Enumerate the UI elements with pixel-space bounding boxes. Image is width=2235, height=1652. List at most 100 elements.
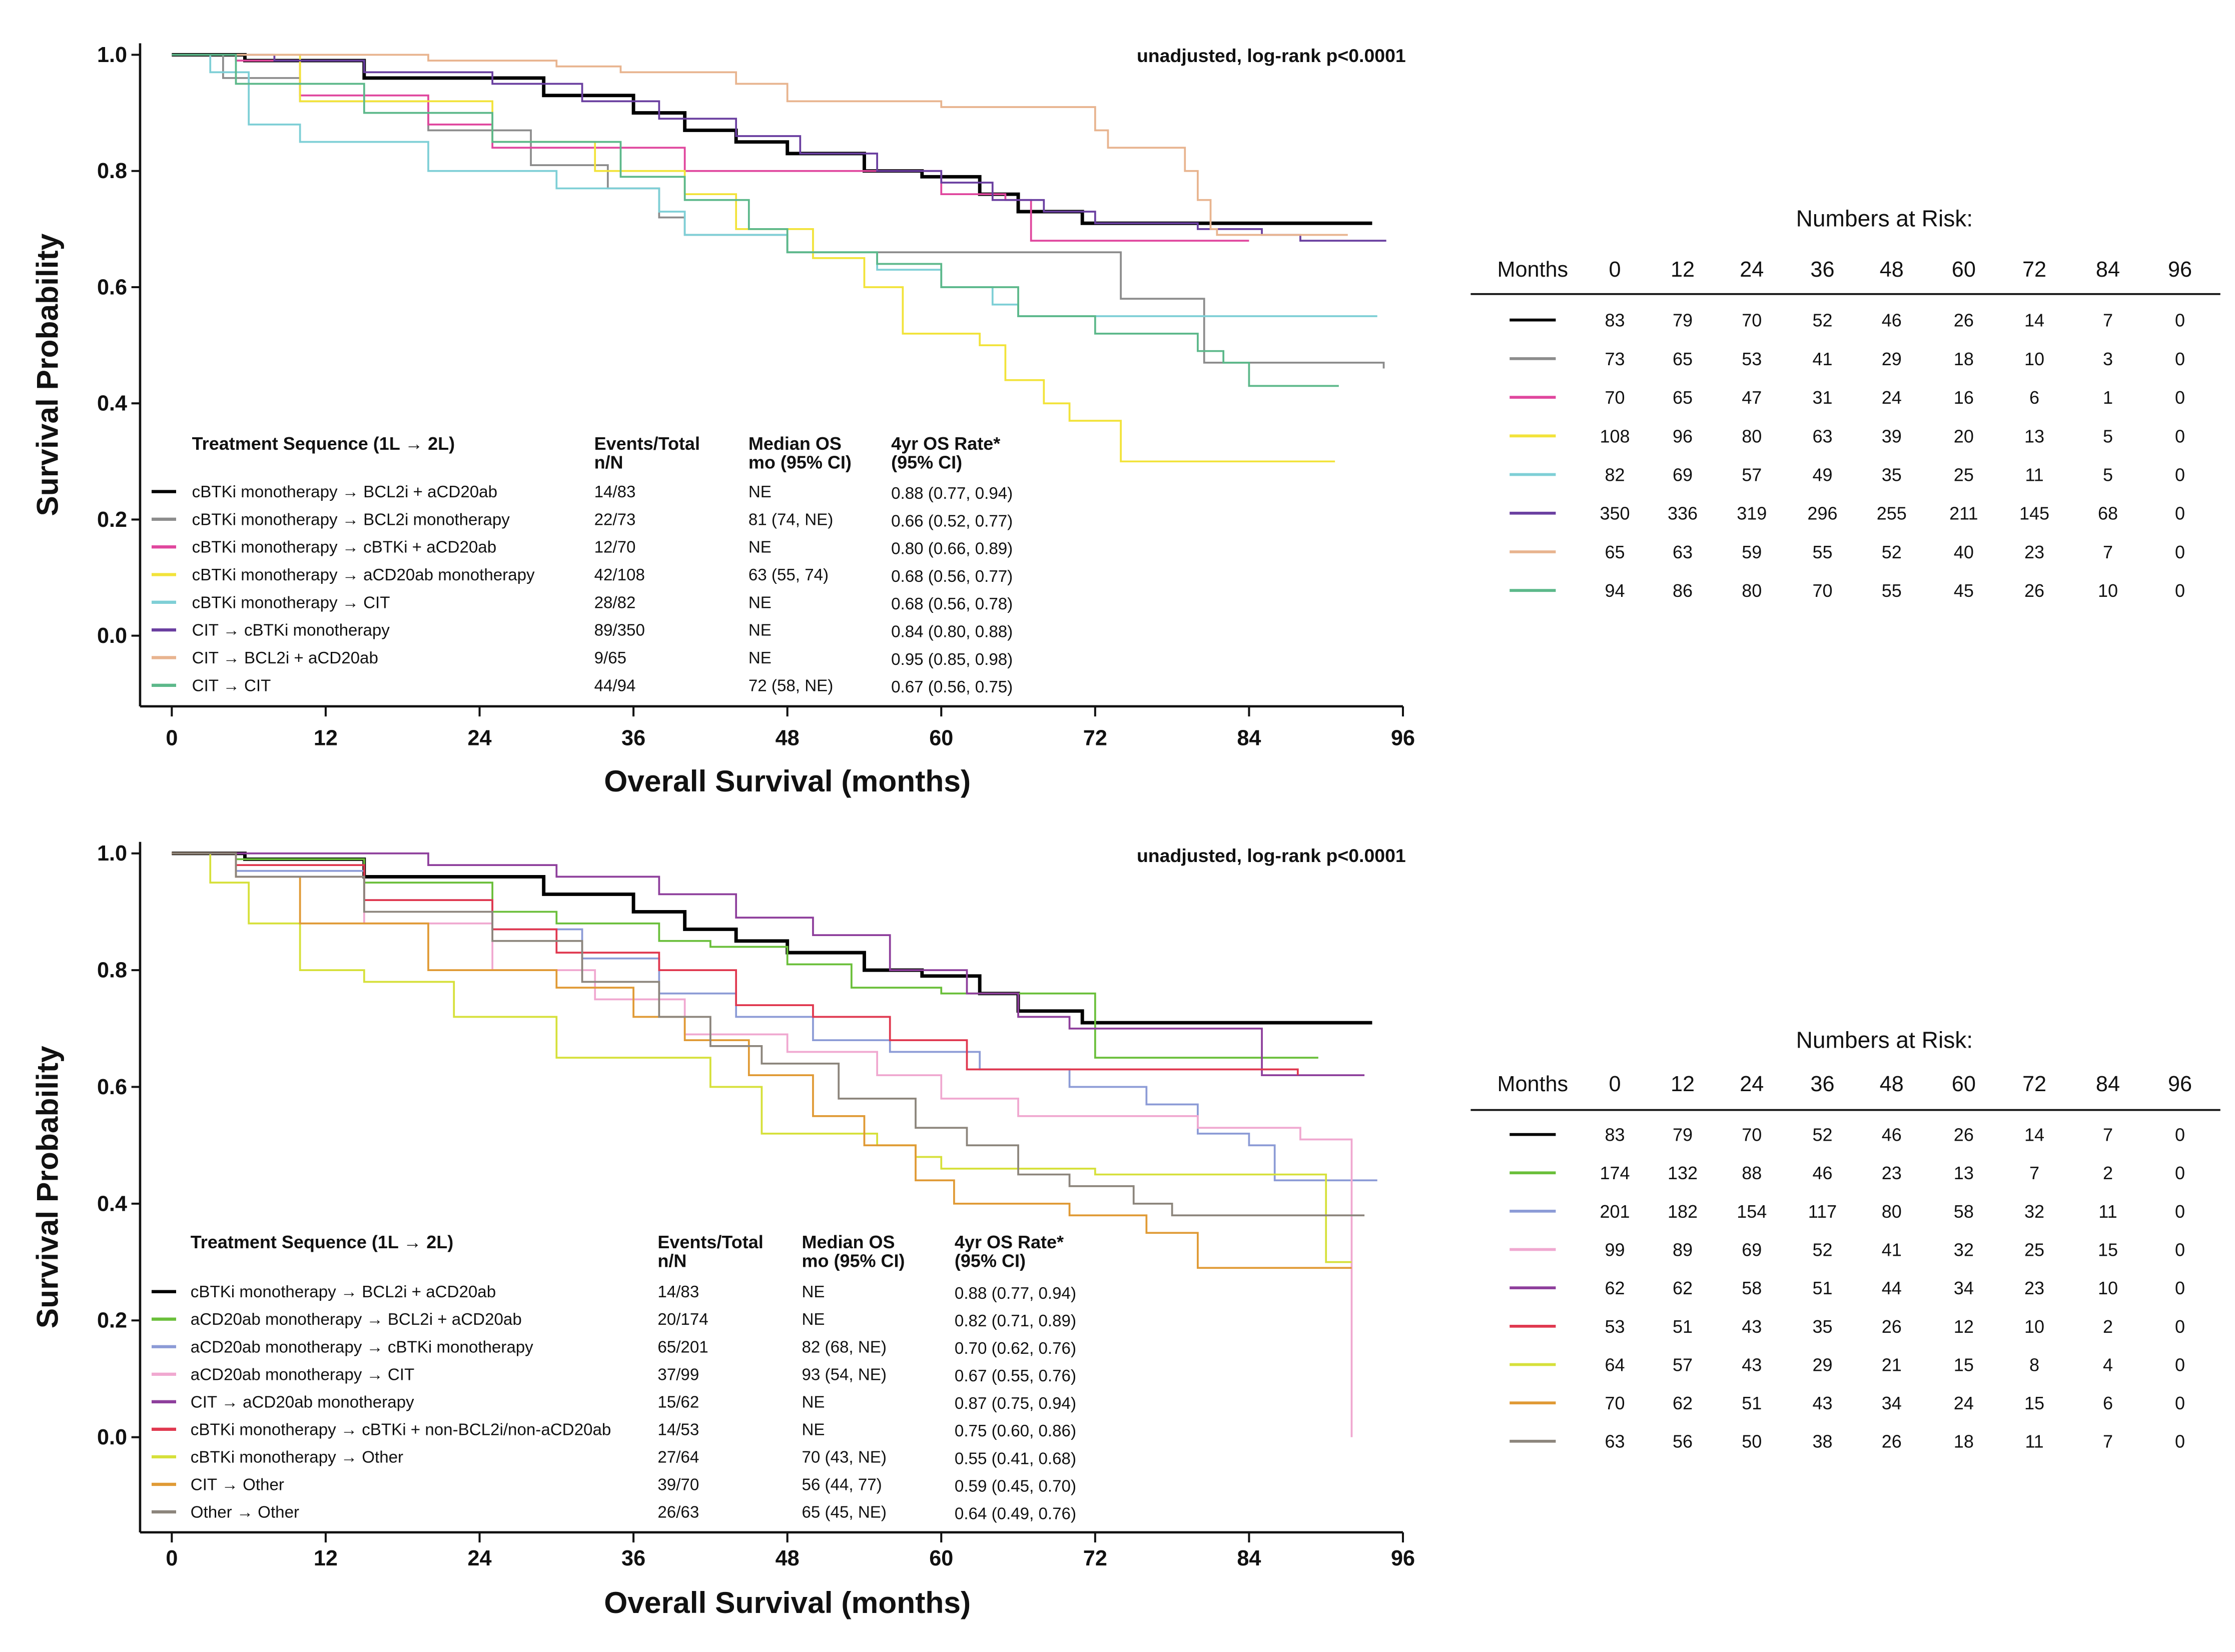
legend-median-os: 93 (54, NE): [802, 1365, 886, 1384]
legend-median-os: NE: [749, 483, 772, 501]
risk-count: 18: [1954, 349, 1974, 369]
risk-count: 7: [2103, 1431, 2113, 1452]
legend-events: 39/70: [657, 1475, 699, 1494]
legend-sequence-name: cBTKi monotherapy → cBTKi + aCD20ab: [192, 538, 496, 557]
risk-count: 51: [1812, 1278, 1832, 1298]
y-tick-label: 0.0: [97, 1425, 127, 1449]
legend-median-os: 63 (55, 74): [749, 566, 829, 584]
legend-header-rate: 4yr OS Rate*: [955, 1232, 1064, 1252]
x-tick-label: 24: [467, 1546, 491, 1570]
risk-count: 65: [1673, 349, 1693, 369]
risk-count: 10: [2098, 580, 2118, 601]
risk-table-month-header: 60: [1952, 1072, 1976, 1096]
risk-count: 45: [1954, 580, 1974, 601]
y-axis-title: Survival Probability: [31, 233, 65, 516]
risk-table-month-header: 72: [2022, 1072, 2046, 1096]
risk-count: 73: [1605, 349, 1625, 369]
risk-count: 0: [2175, 310, 2185, 331]
x-tick-label: 0: [166, 726, 178, 750]
risk-count: 20: [1954, 426, 1974, 446]
risk-count: 14: [2024, 310, 2044, 331]
risk-count: 15: [2024, 1393, 2044, 1413]
risk-count: 29: [1882, 349, 1902, 369]
risk-count: 15: [1954, 1354, 1974, 1375]
risk-count: 35: [1882, 464, 1902, 485]
y-tick-label: 0.4: [97, 392, 127, 416]
legend-4yr-os-rate: 0.68 (0.56, 0.77): [891, 567, 1013, 586]
risk-count: 7: [2103, 542, 2113, 562]
risk-count: 7: [2103, 310, 2113, 331]
risk-count: 82: [1605, 464, 1625, 485]
risk-count: 350: [1600, 503, 1630, 524]
risk-count: 336: [1668, 503, 1698, 524]
legend-median-os: 81 (74, NE): [749, 510, 833, 529]
risk-count: 0: [2175, 464, 2185, 485]
legend-header-events-sub: n/N: [657, 1251, 686, 1271]
risk-count: 70: [1605, 1393, 1625, 1413]
risk-count: 11: [2025, 464, 2043, 485]
risk-count: 0: [2175, 1354, 2185, 1375]
risk-count: 47: [1742, 387, 1762, 408]
risk-count: 174: [1600, 1163, 1630, 1183]
risk-count: 56: [1673, 1431, 1693, 1452]
legend-median-os: 82 (68, NE): [802, 1338, 886, 1356]
x-tick-label: 72: [1083, 1546, 1107, 1570]
legend-events: 42/108: [594, 566, 645, 584]
risk-table-month-header: 36: [1810, 1072, 1834, 1096]
x-tick-label: 24: [467, 726, 491, 750]
risk-count: 39: [1882, 426, 1902, 446]
legend-events: 20/174: [657, 1310, 708, 1329]
risk-count: 83: [1605, 1125, 1625, 1145]
risk-count: 0: [2175, 503, 2185, 524]
legend-events: 14/53: [657, 1420, 699, 1439]
risk-count: 10: [2024, 349, 2044, 369]
legend-median-os: 65 (45, NE): [802, 1503, 886, 1521]
legend-events: 12/70: [594, 538, 636, 557]
legend-events: 14/83: [594, 483, 636, 501]
risk-count: 70: [1812, 580, 1832, 601]
legend-4yr-os-rate: 0.95 (0.85, 0.98): [891, 650, 1013, 669]
risk-count: 38: [1812, 1431, 1832, 1452]
legend-median-os: NE: [749, 621, 772, 640]
risk-count: 88: [1742, 1163, 1762, 1183]
legend-header-events: Events/Total: [657, 1232, 763, 1252]
y-tick-label: 0.8: [97, 159, 127, 183]
risk-count: 43: [1742, 1354, 1762, 1375]
risk-count: 62: [1605, 1278, 1625, 1298]
risk-count: 79: [1673, 1125, 1693, 1145]
risk-count: 12: [1954, 1316, 1974, 1337]
risk-count: 0: [2175, 1163, 2185, 1183]
y-tick-label: 0.0: [97, 624, 127, 648]
risk-count: 0: [2175, 1431, 2185, 1452]
legend-sequence-name: cBTKi monotherapy → aCD20ab monotherapy: [192, 566, 535, 584]
risk-count: 52: [1812, 1239, 1832, 1260]
risk-count: 319: [1737, 503, 1767, 524]
risk-table-month-header: 84: [2096, 1072, 2120, 1096]
legend-4yr-os-rate: 0.80 (0.66, 0.89): [891, 540, 1013, 558]
legend-median-os: 56 (44, 77): [802, 1475, 882, 1494]
risk-count: 69: [1673, 464, 1693, 485]
legend-header-sequence: Treatment Sequence (1L → 2L): [192, 433, 455, 454]
y-tick-label: 0.2: [97, 1309, 127, 1333]
legend-4yr-os-rate: 0.88 (0.77, 0.94): [955, 1284, 1076, 1303]
risk-count: 0: [2175, 349, 2185, 369]
y-axis-title: Survival Probability: [31, 1046, 65, 1328]
risk-count: 63: [1673, 542, 1693, 562]
legend-header-median-sub: mo (95% CI): [749, 452, 852, 472]
x-tick-label: 96: [1391, 726, 1415, 750]
legend-4yr-os-rate: 0.59 (0.45, 0.70): [955, 1477, 1076, 1495]
risk-table-month-header: 96: [2168, 258, 2192, 282]
legend-header-sequence: Treatment Sequence (1L → 2L): [191, 1232, 453, 1252]
risk-count: 5: [2103, 464, 2113, 485]
y-tick-label: 0.8: [97, 959, 127, 983]
risk-count: 211: [1949, 503, 1978, 524]
risk-count: 2: [2103, 1163, 2113, 1183]
risk-count: 0: [2175, 1316, 2185, 1337]
risk-count: 43: [1742, 1316, 1762, 1337]
risk-count: 86: [1673, 580, 1693, 601]
risk-table-month-header: 48: [1880, 258, 1904, 282]
legend-median-os: NE: [749, 593, 772, 612]
legend-header-median: Median OS: [749, 433, 842, 454]
x-tick-label: 36: [621, 726, 645, 750]
risk-count: 50: [1742, 1431, 1762, 1452]
